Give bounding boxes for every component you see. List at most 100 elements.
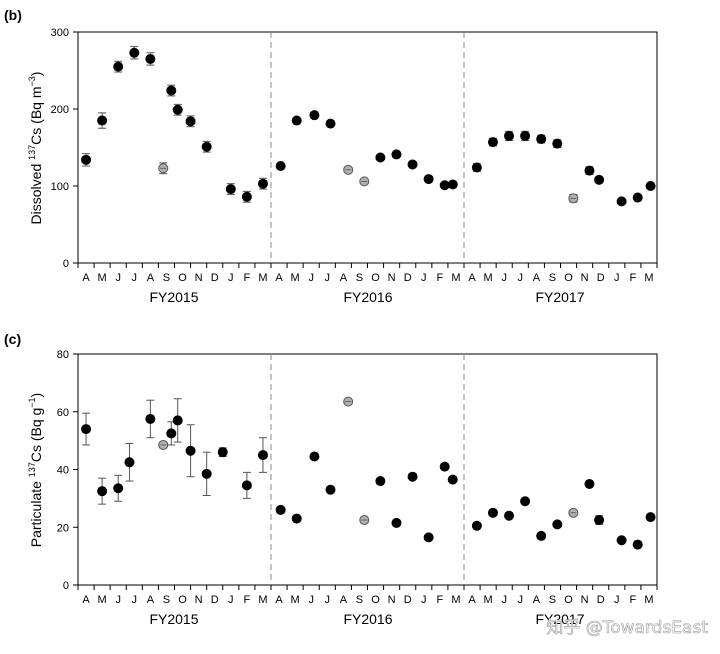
month-label: F (437, 272, 444, 284)
month-label: O (178, 272, 187, 284)
data-point (257, 177, 268, 190)
month-label: A (533, 594, 541, 606)
marker-filled (632, 539, 643, 550)
data-point (225, 183, 236, 195)
marker-filled (129, 47, 140, 58)
data-point (471, 162, 482, 173)
data-points-particulate (81, 396, 656, 550)
fy-label-b-0: FY2015 (149, 289, 198, 305)
month-label: M (98, 272, 107, 284)
month-label: F (244, 594, 251, 606)
month-label: J (132, 272, 138, 284)
marker-filled (423, 174, 434, 185)
data-point (632, 539, 643, 550)
y-tick-label: 80 (57, 349, 69, 361)
marker-filled (407, 471, 418, 482)
marker-filled (309, 451, 320, 462)
data-point (504, 130, 515, 142)
data-point (185, 424, 196, 478)
data-point (275, 504, 286, 515)
month-label: J (614, 272, 620, 284)
y-tick-label: 200 (51, 104, 69, 116)
data-point (113, 60, 124, 73)
fy-label-c-0: FY2015 (149, 611, 198, 627)
month-label: N (195, 272, 203, 284)
marker-filled (552, 519, 563, 530)
month-label: D (211, 594, 219, 606)
y-tick-label: 40 (57, 465, 69, 477)
y-tick-label: 100 (51, 181, 69, 193)
month-label: J (325, 272, 331, 284)
y-title-mid: Cs (Bq m (28, 86, 44, 144)
marker-filled (325, 118, 336, 129)
y-title-post: ) (28, 393, 44, 398)
month-label: N (388, 272, 396, 284)
month-label: J (421, 594, 427, 606)
marker-filled (113, 483, 124, 494)
data-point (124, 443, 135, 482)
month-label: S (163, 594, 170, 606)
data-point-open (359, 515, 370, 526)
month-label: J (115, 594, 121, 606)
month-label: N (195, 594, 203, 606)
month-label: M (451, 272, 460, 284)
data-point (257, 437, 268, 473)
month-label: M (258, 594, 267, 606)
data-point (81, 412, 92, 446)
data-point-open (158, 162, 169, 175)
data-point (241, 190, 252, 203)
data-point (129, 46, 140, 60)
marker-filled (325, 484, 336, 495)
data-point (201, 140, 212, 153)
data-point (487, 137, 498, 148)
month-label: S (549, 272, 556, 284)
y-title-sup2: −3 (27, 76, 37, 86)
panel-dissolved: (b) Dissolved 137Cs (Bq m−3) 0100200300 … (4, 7, 658, 305)
marker-filled (552, 138, 563, 149)
marker-filled (594, 515, 605, 526)
month-label: J (501, 272, 507, 284)
marker-filled (201, 141, 212, 152)
month-label: O (178, 594, 187, 606)
data-point (584, 165, 595, 176)
data-point (172, 103, 183, 116)
month-label: S (356, 272, 363, 284)
marker-filled (225, 184, 236, 195)
data-point (81, 153, 92, 167)
marker-filled (166, 428, 177, 439)
data-point (309, 451, 320, 462)
data-point (201, 451, 212, 496)
plot-frame-particulate (77, 353, 658, 586)
month-label: A (468, 272, 476, 284)
marker-filled (391, 149, 402, 160)
month-label: M (291, 594, 300, 606)
data-point (97, 477, 108, 505)
month-label: A (533, 272, 541, 284)
data-point-open (568, 193, 579, 204)
data-point (97, 112, 108, 129)
marker-filled (81, 154, 92, 165)
marker-filled (632, 192, 643, 203)
data-point (172, 398, 183, 443)
data-point (391, 149, 402, 160)
marker-filled (97, 486, 108, 497)
month-label: J (518, 594, 524, 606)
marker-filled (520, 496, 531, 507)
data-point (645, 181, 656, 191)
month-label: J (308, 594, 314, 606)
month-label: F (630, 272, 637, 284)
month-label: A (340, 272, 348, 284)
y-ticks-dissolved: 0 100 200 300 (51, 27, 78, 270)
marker-filled (584, 478, 595, 489)
marker-filled (185, 445, 196, 456)
month-label: J (132, 594, 138, 606)
month-label: A (468, 594, 476, 606)
month-label: N (581, 272, 589, 284)
data-point (145, 52, 156, 66)
marker-filled (594, 174, 605, 185)
month-label: J (325, 594, 331, 606)
marker-filled (423, 532, 434, 543)
